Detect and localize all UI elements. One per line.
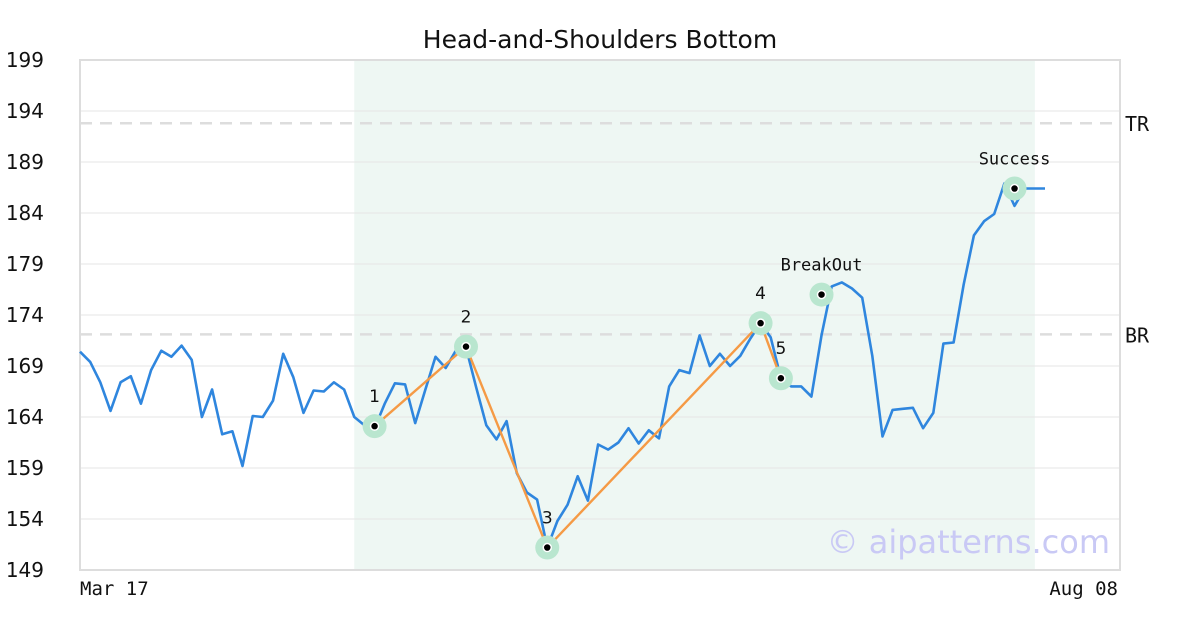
y-tick-label: 154 (6, 507, 44, 531)
y-tick-label: 184 (6, 201, 44, 225)
pattern-point-label: 4 (755, 284, 766, 304)
pattern-point-marker (461, 341, 471, 352)
y-tick-label: 149 (6, 558, 44, 582)
annotations: BreakOut Success (781, 150, 1051, 307)
y-axis-ticks: 149 154 159 164 169 174 179 184 189 194 199 (6, 48, 44, 582)
level-label-tr: TR (1125, 112, 1150, 136)
y-tick-label: 194 (6, 99, 44, 123)
y-tick-label: 179 (6, 252, 44, 276)
pattern-points: 1 2 3 4 5 (362, 284, 793, 560)
pattern-point-marker (776, 373, 786, 383)
pattern-point-label: 5 (775, 339, 786, 359)
watermark: © aipatterns.com (827, 523, 1110, 561)
annotation-label-breakout: BreakOut (781, 256, 863, 276)
level-lines: TR BR (80, 112, 1150, 347)
y-tick-label: 169 (6, 354, 44, 378)
x-tick-start: Mar 17 (80, 578, 149, 600)
pattern-point-marker (369, 421, 380, 431)
y-tick-label: 159 (6, 456, 44, 480)
y-tick-label: 174 (6, 303, 44, 327)
y-tick-label: 189 (6, 150, 44, 174)
y-tick-label: 199 (6, 48, 44, 72)
x-tick-end: Aug 08 (1049, 578, 1118, 600)
annotation-label-success: Success (979, 150, 1051, 170)
plot-frame (79, 59, 1121, 571)
pattern-point-marker (542, 542, 553, 553)
y-tick-label: 164 (6, 405, 44, 429)
pattern-point-label: 1 (369, 387, 380, 407)
pattern-point-label: 3 (542, 509, 553, 529)
price-line (79, 182, 1045, 549)
annotation-marker (1009, 183, 1020, 194)
pattern-point-marker (755, 318, 766, 328)
pattern-point-label: 2 (461, 308, 472, 328)
chart-title: Head-and-Shoulders Bottom (423, 25, 777, 54)
level-label-br: BR (1125, 323, 1150, 347)
annotation-marker (816, 289, 827, 300)
